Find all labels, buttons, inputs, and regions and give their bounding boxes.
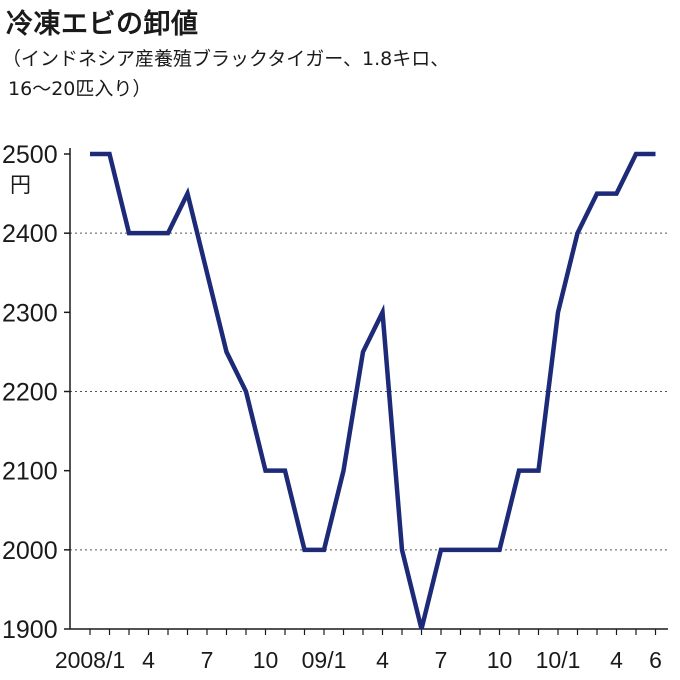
x-tick-label: 10: [253, 647, 279, 673]
x-tick-label: 09/1: [302, 647, 347, 673]
x-tick-label: 2008/1: [55, 647, 125, 673]
grid-lines: [70, 232, 668, 551]
x-tick-label: 10: [487, 647, 513, 673]
x-tick-label: 7: [201, 647, 214, 673]
y-tick-label: 1900: [2, 616, 58, 644]
series-price: [89, 151, 656, 630]
y-tick-labels: 1900 2000 2100 2200 2300 2400 2500: [2, 141, 70, 644]
y-tick-label: 2400: [2, 220, 58, 248]
y-tick-label: 2500: [2, 141, 58, 169]
y-tick-label: 2300: [2, 299, 58, 327]
x-tick-label: 4: [376, 647, 389, 673]
chart-title: 冷凍エビの卸値: [6, 9, 199, 40]
x-tick-label: 6: [649, 647, 662, 673]
x-tick-labels: 2008/1 4 7 10 09/1 4 7 10 10/1 4 6: [55, 629, 662, 673]
x-tick-label: 7: [435, 647, 448, 673]
y-tick-label: 2200: [2, 379, 58, 407]
x-tick-label: 4: [142, 647, 155, 673]
axes: [69, 148, 668, 630]
x-tick-label: 4: [610, 647, 623, 673]
y-tick-label: 2100: [2, 458, 58, 486]
y-unit-label: 円: [10, 173, 31, 197]
x-tick-label: 10/1: [536, 647, 581, 673]
series-line: [90, 151, 656, 630]
y-tick-label: 2000: [2, 537, 58, 565]
chart-subtitle: （インドネシア産養殖ブラックタイガー、1.8キロ、 16〜20匹入り）: [2, 48, 450, 100]
